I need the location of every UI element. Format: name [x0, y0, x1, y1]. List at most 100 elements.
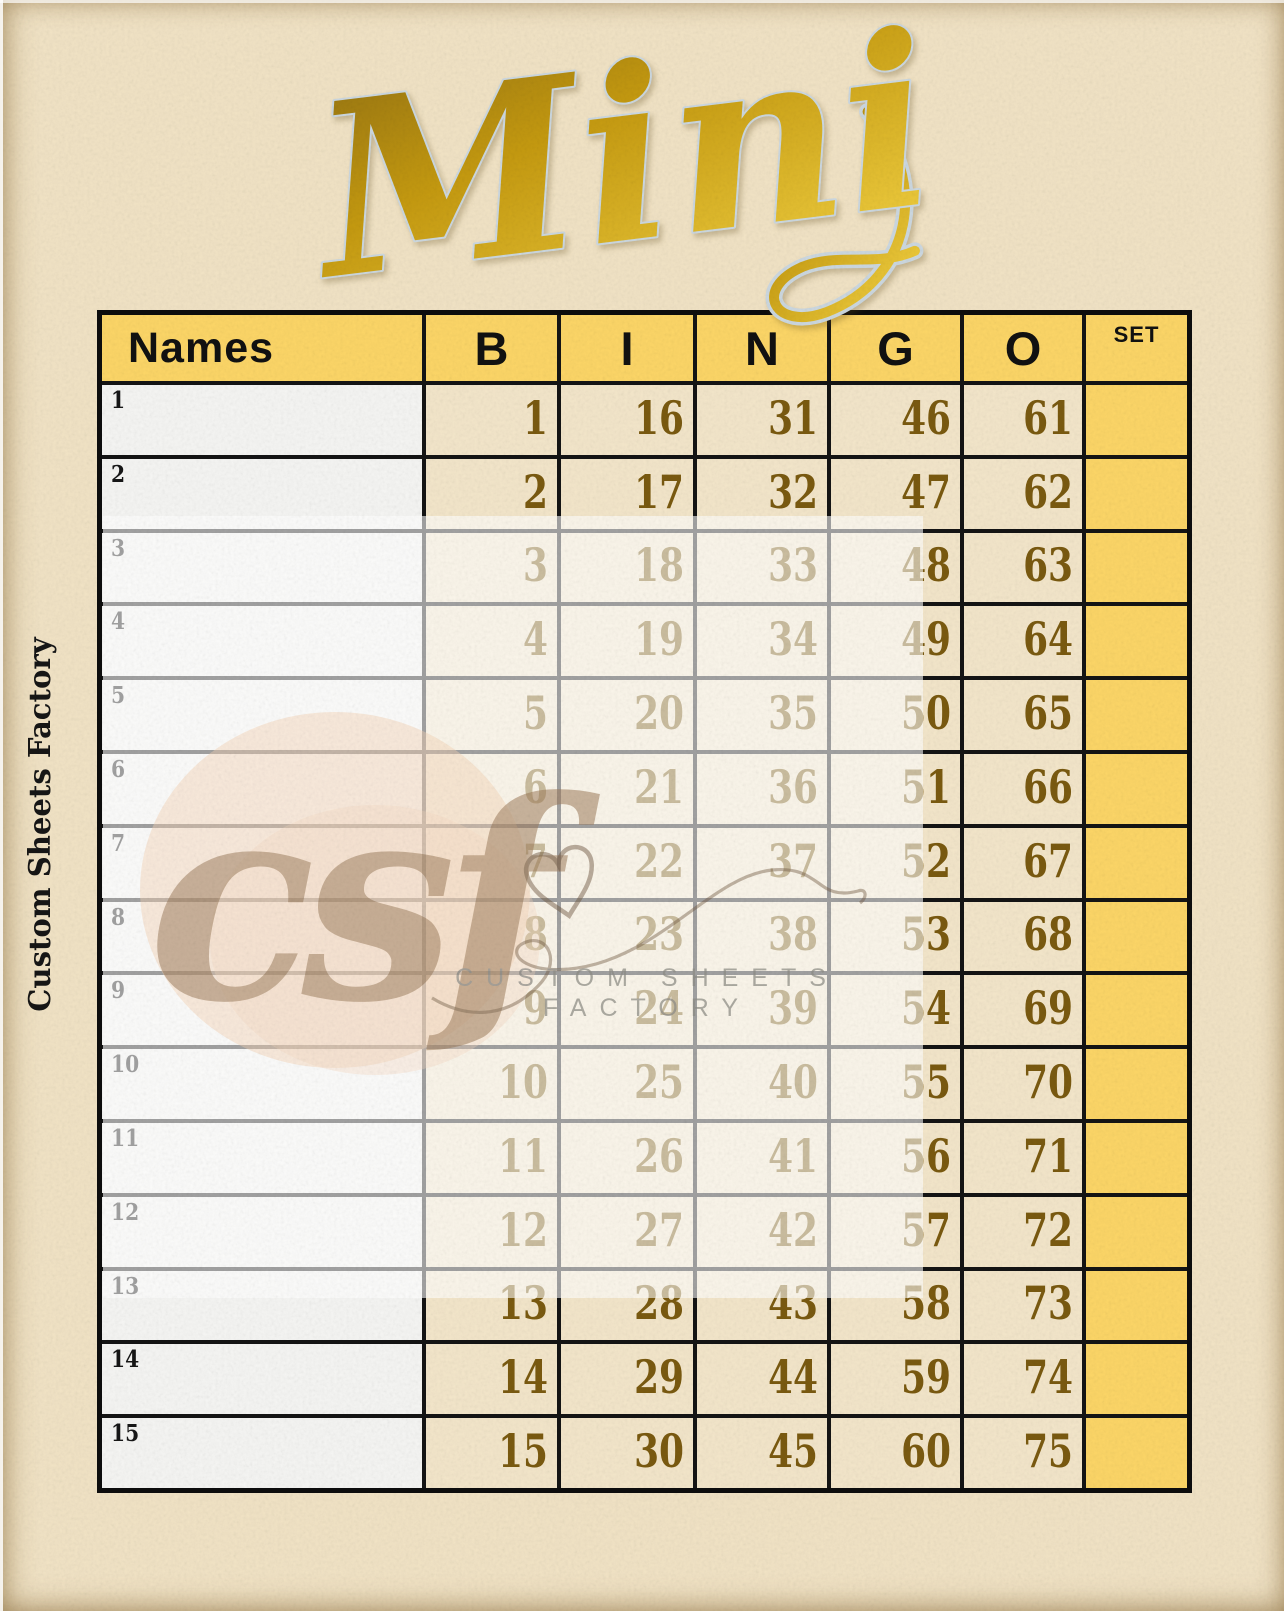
bingo-number: 33: [768, 538, 818, 593]
name-cell-row-12[interactable]: 12: [102, 1196, 422, 1267]
bingo-number: 18: [634, 538, 684, 593]
set-cell-row-5[interactable]: [1086, 680, 1187, 750]
name-cell-row-9[interactable]: 9: [102, 975, 422, 1046]
name-cell-row-3[interactable]: 3: [102, 532, 422, 603]
number-cell-b-8: 8: [426, 901, 557, 972]
name-cell-row-6[interactable]: 6: [102, 753, 422, 824]
name-cell-row-8[interactable]: 8: [102, 901, 422, 972]
name-cell-row-7[interactable]: 7: [102, 827, 422, 898]
bingo-number: 28: [634, 1276, 684, 1331]
bingo-number: 66: [1023, 759, 1073, 814]
bingo-number: 50: [901, 686, 951, 741]
bingo-number: 37: [768, 833, 818, 888]
bingo-number: 71: [1023, 1128, 1073, 1183]
number-cell-n-34: 34: [697, 606, 827, 677]
bingo-number: 62: [1023, 464, 1073, 519]
set-cell-row-3[interactable]: [1086, 532, 1187, 603]
bingo-number: 19: [634, 612, 684, 667]
bingo-number: 21: [634, 759, 684, 814]
name-cell-row-13[interactable]: 13: [102, 1270, 422, 1341]
bingo-grid: Names B I N G O SET 1 1 16 31 46 61 2 2 17 32 47 62…: [97, 310, 1192, 1493]
name-cell-row-11[interactable]: 11: [102, 1122, 422, 1193]
bingo-number: 10: [498, 1055, 548, 1110]
number-cell-i-23: 23: [561, 901, 693, 972]
name-cell-row-14[interactable]: 14: [102, 1344, 422, 1415]
bingo-number: 20: [634, 686, 684, 741]
bingo-number: 26: [634, 1128, 684, 1183]
bingo-number: 45: [768, 1424, 818, 1479]
bingo-number: 22: [634, 833, 684, 888]
set-cell-row-15[interactable]: [1086, 1418, 1187, 1488]
bingo-number: 8: [523, 907, 548, 962]
row-number-label: 15: [111, 1420, 140, 1448]
number-cell-o-74: 74: [964, 1344, 1082, 1415]
bingo-number: 51: [901, 759, 951, 814]
row-number-label: 3: [111, 534, 126, 562]
bingo-number: 70: [1023, 1055, 1073, 1110]
number-cell-o-66: 66: [964, 753, 1082, 824]
sheet-title-art: Mini: [293, 0, 951, 336]
number-cell-i-26: 26: [561, 1122, 693, 1193]
bingo-number: 75: [1023, 1424, 1073, 1479]
number-cell-o-63: 63: [964, 532, 1082, 603]
bingo-number: 41: [768, 1128, 818, 1183]
number-cell-b-6: 6: [426, 753, 557, 824]
name-cell-row-15[interactable]: 15: [102, 1418, 422, 1488]
side-brand-label: Custom Sheets Factory: [23, 637, 58, 1012]
bingo-number: 32: [768, 464, 818, 519]
row-number-label: 2: [111, 460, 126, 488]
number-cell-g-58: 58: [831, 1270, 960, 1341]
number-cell-n-36: 36: [697, 753, 827, 824]
number-cell-n-31: 31: [697, 385, 827, 455]
bingo-number: 58: [901, 1276, 951, 1331]
number-cell-n-37: 37: [697, 827, 827, 898]
set-cell-row-4[interactable]: [1086, 606, 1187, 677]
number-cell-n-32: 32: [697, 458, 827, 529]
row-number-label: 11: [111, 1124, 140, 1152]
bingo-number: 43: [768, 1276, 818, 1331]
number-cell-g-52: 52: [831, 827, 960, 898]
set-cell-row-13[interactable]: [1086, 1270, 1187, 1341]
bingo-number: 42: [768, 1202, 818, 1257]
name-cell-row-1[interactable]: 1: [102, 385, 422, 455]
number-cell-g-59: 59: [831, 1344, 960, 1415]
number-cell-b-10: 10: [426, 1049, 557, 1119]
number-cell-i-20: 20: [561, 680, 693, 750]
number-cell-i-18: 18: [561, 532, 693, 603]
bingo-number: 30: [634, 1424, 684, 1479]
name-cell-row-5[interactable]: 5: [102, 680, 422, 750]
bingo-number: 72: [1023, 1202, 1073, 1257]
number-cell-i-19: 19: [561, 606, 693, 677]
name-cell-row-4[interactable]: 4: [102, 606, 422, 677]
bingo-number: 4: [523, 612, 548, 667]
bingo-number: 65: [1023, 686, 1073, 741]
set-cell-row-11[interactable]: [1086, 1122, 1187, 1193]
number-cell-o-73: 73: [964, 1270, 1082, 1341]
set-cell-row-1[interactable]: [1086, 385, 1187, 455]
bingo-number: 68: [1023, 907, 1073, 962]
bingo-number: 34: [768, 612, 818, 667]
bingo-number: 59: [901, 1350, 951, 1405]
set-cell-row-7[interactable]: [1086, 827, 1187, 898]
set-cell-row-6[interactable]: [1086, 753, 1187, 824]
set-cell-row-9[interactable]: [1086, 975, 1187, 1046]
set-cell-row-14[interactable]: [1086, 1344, 1187, 1415]
number-cell-b-3: 3: [426, 532, 557, 603]
name-cell-row-2[interactable]: 2: [102, 458, 422, 529]
number-cell-o-69: 69: [964, 975, 1082, 1046]
set-cell-row-12[interactable]: [1086, 1196, 1187, 1267]
number-cell-o-71: 71: [964, 1122, 1082, 1193]
set-cell-row-10[interactable]: [1086, 1049, 1187, 1119]
number-cell-g-57: 57: [831, 1196, 960, 1267]
set-cell-row-2[interactable]: [1086, 458, 1187, 529]
bingo-number: 1: [523, 390, 548, 445]
number-cell-b-12: 12: [426, 1196, 557, 1267]
row-number-label: 1: [111, 387, 126, 414]
number-cell-g-56: 56: [831, 1122, 960, 1193]
set-cell-row-8[interactable]: [1086, 901, 1187, 972]
header-cell-set: SET: [1086, 315, 1187, 381]
number-cell-b-13: 13: [426, 1270, 557, 1341]
name-cell-row-10[interactable]: 10: [102, 1049, 422, 1119]
bingo-number: 57: [901, 1202, 951, 1257]
